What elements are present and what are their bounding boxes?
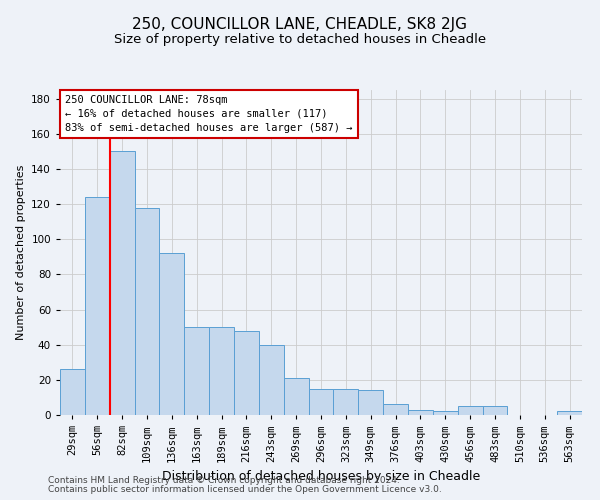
Text: Contains public sector information licensed under the Open Government Licence v3: Contains public sector information licen… (48, 485, 442, 494)
Text: 250, COUNCILLOR LANE, CHEADLE, SK8 2JG: 250, COUNCILLOR LANE, CHEADLE, SK8 2JG (133, 18, 467, 32)
Bar (60, 370, 85, 415)
Bar (110, 152, 134, 415)
Text: Contains HM Land Registry data © Crown copyright and database right 2024.: Contains HM Land Registry data © Crown c… (48, 476, 400, 485)
X-axis label: Distribution of detached houses by size in Cheadle: Distribution of detached houses by size … (162, 470, 480, 483)
Bar (482, 406, 508, 415)
Bar (408, 410, 433, 415)
Bar (358, 390, 383, 415)
Bar (433, 412, 458, 415)
Bar (308, 388, 334, 415)
Bar (557, 412, 582, 415)
Bar (383, 404, 408, 415)
Bar (334, 388, 358, 415)
Text: 250 COUNCILLOR LANE: 78sqm
← 16% of detached houses are smaller (117)
83% of sem: 250 COUNCILLOR LANE: 78sqm ← 16% of deta… (65, 95, 353, 133)
Bar (259, 344, 284, 415)
Bar (458, 406, 482, 415)
Y-axis label: Number of detached properties: Number of detached properties (16, 165, 26, 340)
Text: Size of property relative to detached houses in Cheadle: Size of property relative to detached ho… (114, 32, 486, 46)
Bar (284, 378, 308, 415)
Bar (160, 254, 184, 415)
Bar (234, 330, 259, 415)
Bar (134, 208, 160, 415)
Bar (209, 327, 234, 415)
Bar (85, 197, 110, 415)
Bar (184, 327, 209, 415)
